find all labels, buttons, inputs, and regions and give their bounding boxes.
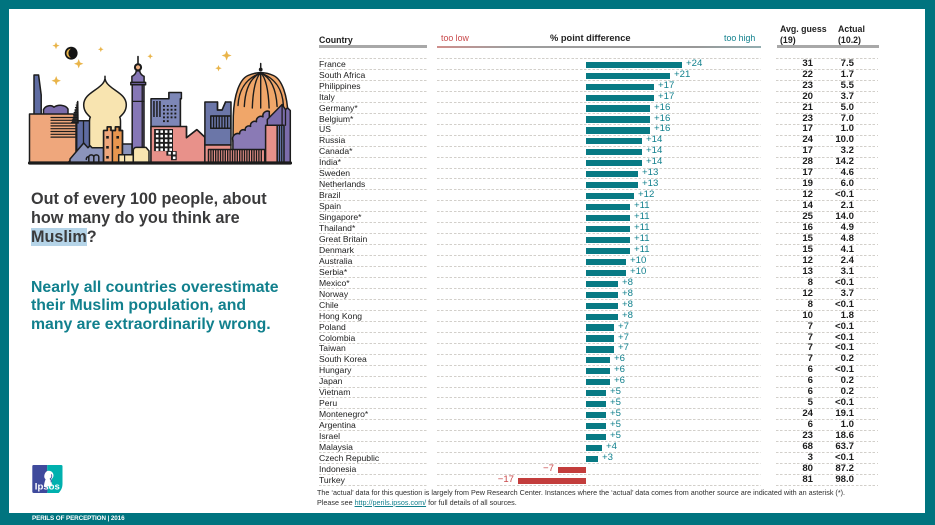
svg-text:Ipsos: Ipsos	[35, 481, 60, 492]
